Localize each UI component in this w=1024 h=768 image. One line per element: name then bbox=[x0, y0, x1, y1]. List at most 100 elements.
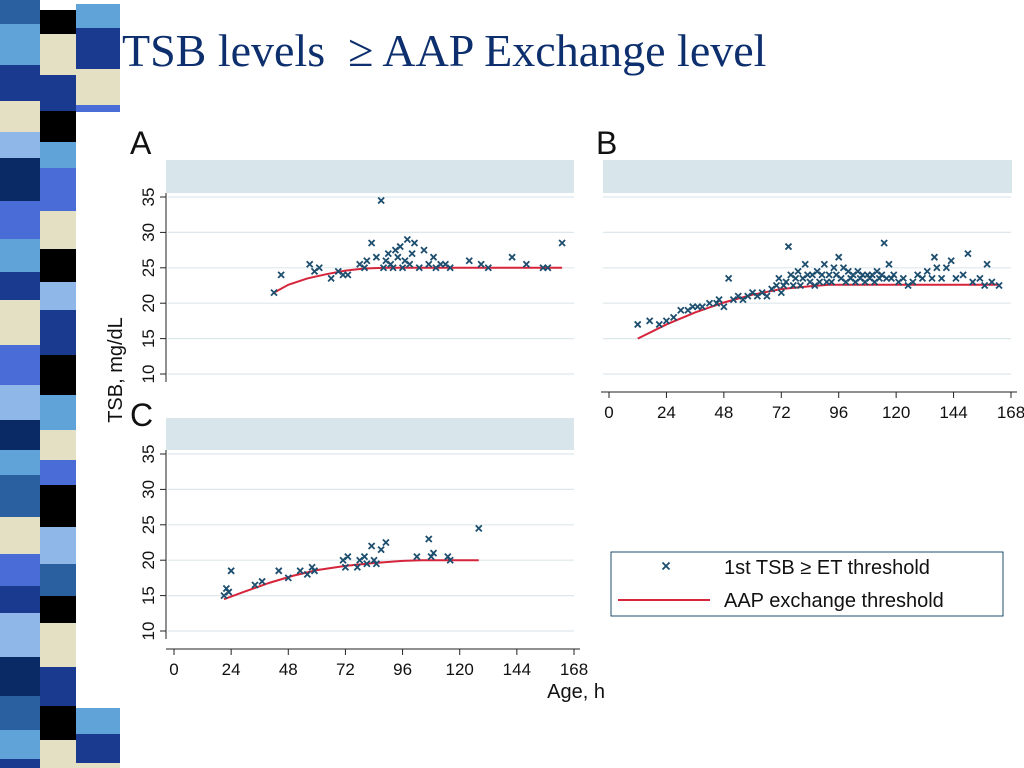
legend-box bbox=[610, 551, 1004, 617]
threshold-line-b bbox=[637, 283, 1000, 340]
strip-block bbox=[0, 65, 40, 101]
strip-block bbox=[0, 385, 40, 420]
data-point bbox=[363, 560, 371, 568]
strip-block bbox=[0, 132, 40, 158]
data-point bbox=[662, 317, 671, 325]
data-point bbox=[425, 260, 433, 268]
data-point bbox=[227, 567, 235, 575]
data-point bbox=[429, 549, 438, 557]
strip-block bbox=[40, 740, 76, 768]
data-point bbox=[360, 553, 369, 561]
strip-block bbox=[40, 211, 76, 249]
data-point bbox=[394, 253, 402, 261]
data-point bbox=[389, 264, 397, 272]
data-point bbox=[947, 257, 955, 265]
data-point bbox=[880, 239, 888, 247]
x-tick-label: 96 bbox=[393, 660, 412, 679]
data-point bbox=[976, 274, 984, 283]
strip-block bbox=[76, 28, 120, 69]
data-point bbox=[784, 242, 793, 251]
strip-block bbox=[40, 460, 76, 485]
y-tick-label: 35 bbox=[139, 188, 158, 207]
grid-lines bbox=[168, 196, 1011, 632]
data-point bbox=[413, 553, 421, 561]
data-point bbox=[705, 299, 714, 307]
y-tick-label: 25 bbox=[139, 258, 158, 277]
y-tick-label: 35 bbox=[139, 445, 158, 464]
data-point bbox=[372, 560, 381, 568]
x-tick-label: 96 bbox=[829, 403, 848, 422]
data-point bbox=[725, 274, 733, 283]
data-point bbox=[296, 567, 304, 575]
x-tick-label: 72 bbox=[772, 403, 791, 422]
legend-marker-label: 1st TSB ≥ ET threshold bbox=[724, 557, 930, 579]
x-tick-label: 24 bbox=[657, 403, 676, 422]
data-point bbox=[772, 281, 781, 290]
data-point bbox=[923, 267, 931, 275]
data-point bbox=[964, 250, 972, 258]
data-point bbox=[988, 278, 996, 286]
strip-block bbox=[0, 475, 40, 517]
data-point bbox=[251, 581, 259, 589]
strip-block bbox=[40, 667, 76, 706]
y-tick-label: 20 bbox=[139, 551, 158, 570]
x-tick-label: 144 bbox=[939, 403, 967, 422]
y-tick-label: 10 bbox=[139, 365, 158, 384]
strip-block bbox=[0, 101, 40, 132]
data-point bbox=[258, 577, 266, 586]
data-point bbox=[344, 553, 352, 561]
data-point bbox=[794, 267, 802, 275]
data-point bbox=[403, 235, 411, 244]
data-point bbox=[420, 246, 428, 254]
data-point bbox=[782, 278, 790, 286]
data-point bbox=[344, 271, 352, 279]
strip-block bbox=[0, 0, 40, 24]
panel-header-c bbox=[166, 418, 574, 450]
strip-block bbox=[0, 300, 40, 345]
legend-marker-icon bbox=[661, 561, 671, 571]
data-point bbox=[303, 570, 311, 578]
data-point bbox=[933, 264, 941, 272]
strip-block bbox=[0, 517, 40, 554]
data-point bbox=[379, 264, 388, 272]
data-point bbox=[715, 296, 723, 304]
strip-block bbox=[0, 24, 40, 65]
data-point bbox=[835, 253, 843, 261]
strip-block bbox=[0, 420, 40, 450]
data-point bbox=[930, 253, 939, 261]
data-point bbox=[429, 253, 438, 261]
data-point bbox=[406, 260, 414, 268]
axes bbox=[160, 193, 1017, 655]
data-point bbox=[983, 260, 991, 268]
strip-block bbox=[0, 158, 40, 201]
strip-block bbox=[40, 10, 76, 34]
data-point bbox=[475, 524, 483, 532]
threshold-line-a bbox=[273, 266, 563, 294]
strip-block bbox=[0, 554, 40, 586]
data-point bbox=[818, 271, 826, 279]
data-point bbox=[327, 274, 335, 283]
data-point bbox=[384, 250, 392, 258]
data-point bbox=[655, 320, 663, 329]
strip-block bbox=[40, 249, 76, 282]
data-point bbox=[815, 278, 824, 286]
strip-block bbox=[0, 730, 40, 759]
data-point bbox=[909, 278, 917, 286]
data-point bbox=[410, 239, 419, 247]
strip-block bbox=[0, 759, 40, 768]
data-point bbox=[377, 196, 385, 205]
strip-block bbox=[40, 527, 76, 564]
data-point bbox=[969, 278, 977, 286]
data-point bbox=[284, 574, 292, 582]
data-point bbox=[646, 317, 654, 325]
strip-block bbox=[0, 239, 40, 272]
data-point bbox=[508, 253, 516, 261]
data-point bbox=[367, 239, 376, 247]
data-point bbox=[763, 292, 771, 300]
data-points bbox=[220, 196, 1003, 600]
y-tick-label: 25 bbox=[139, 515, 158, 534]
data-point bbox=[408, 250, 416, 258]
strip-block bbox=[76, 4, 120, 28]
data-point bbox=[341, 563, 350, 571]
x-tick-label: 120 bbox=[882, 403, 910, 422]
